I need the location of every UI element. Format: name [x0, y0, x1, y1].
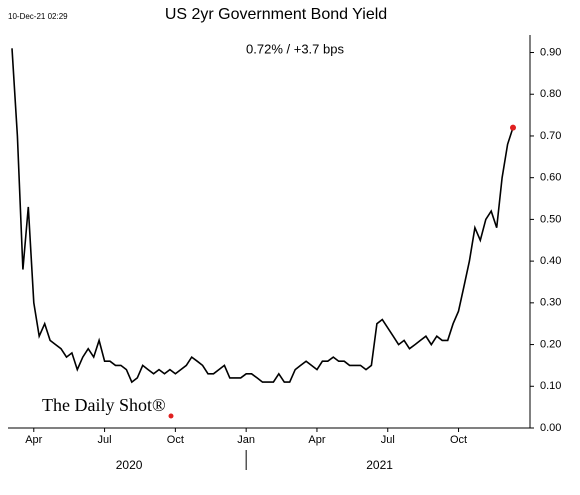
logo-dot	[168, 413, 174, 419]
x-tick-label: Apr	[308, 434, 325, 446]
y-tick-label: 0.30	[540, 297, 561, 309]
x-tick-label: Oct	[450, 434, 467, 446]
chart-subtitle: 0.72% / +3.7 bps	[246, 41, 344, 56]
y-tick-label: 0.40	[540, 255, 561, 267]
y-tick-label: 0.70	[540, 130, 561, 142]
x-tick-label: Jul	[381, 434, 395, 446]
y-tick-label: 0.80	[540, 88, 561, 100]
year-label: 2021	[366, 458, 393, 472]
year-label: 2020	[116, 458, 143, 472]
y-tick-label: 0.50	[540, 213, 561, 225]
y-tick-label: 0.90	[540, 46, 561, 58]
line	[11, 48, 514, 384]
last-point	[510, 124, 516, 131]
x-tick-label: Jul	[98, 434, 112, 446]
logo: The Daily Shot®	[42, 395, 166, 415]
timestamp: 10-Dec-21 02:29	[8, 12, 68, 21]
x-tick-label: Jan	[237, 434, 255, 446]
y-tick-label: 0.20	[540, 338, 561, 350]
y-tick-label: 0.60	[540, 172, 561, 184]
x-tick-label: Apr	[25, 434, 42, 446]
y-tick-label: 0.10	[540, 380, 561, 392]
x-tick-label: Oct	[167, 434, 184, 446]
y-tick-label: 0.00	[540, 422, 561, 434]
chart-title: US 2yr Government Bond Yield	[165, 6, 387, 23]
